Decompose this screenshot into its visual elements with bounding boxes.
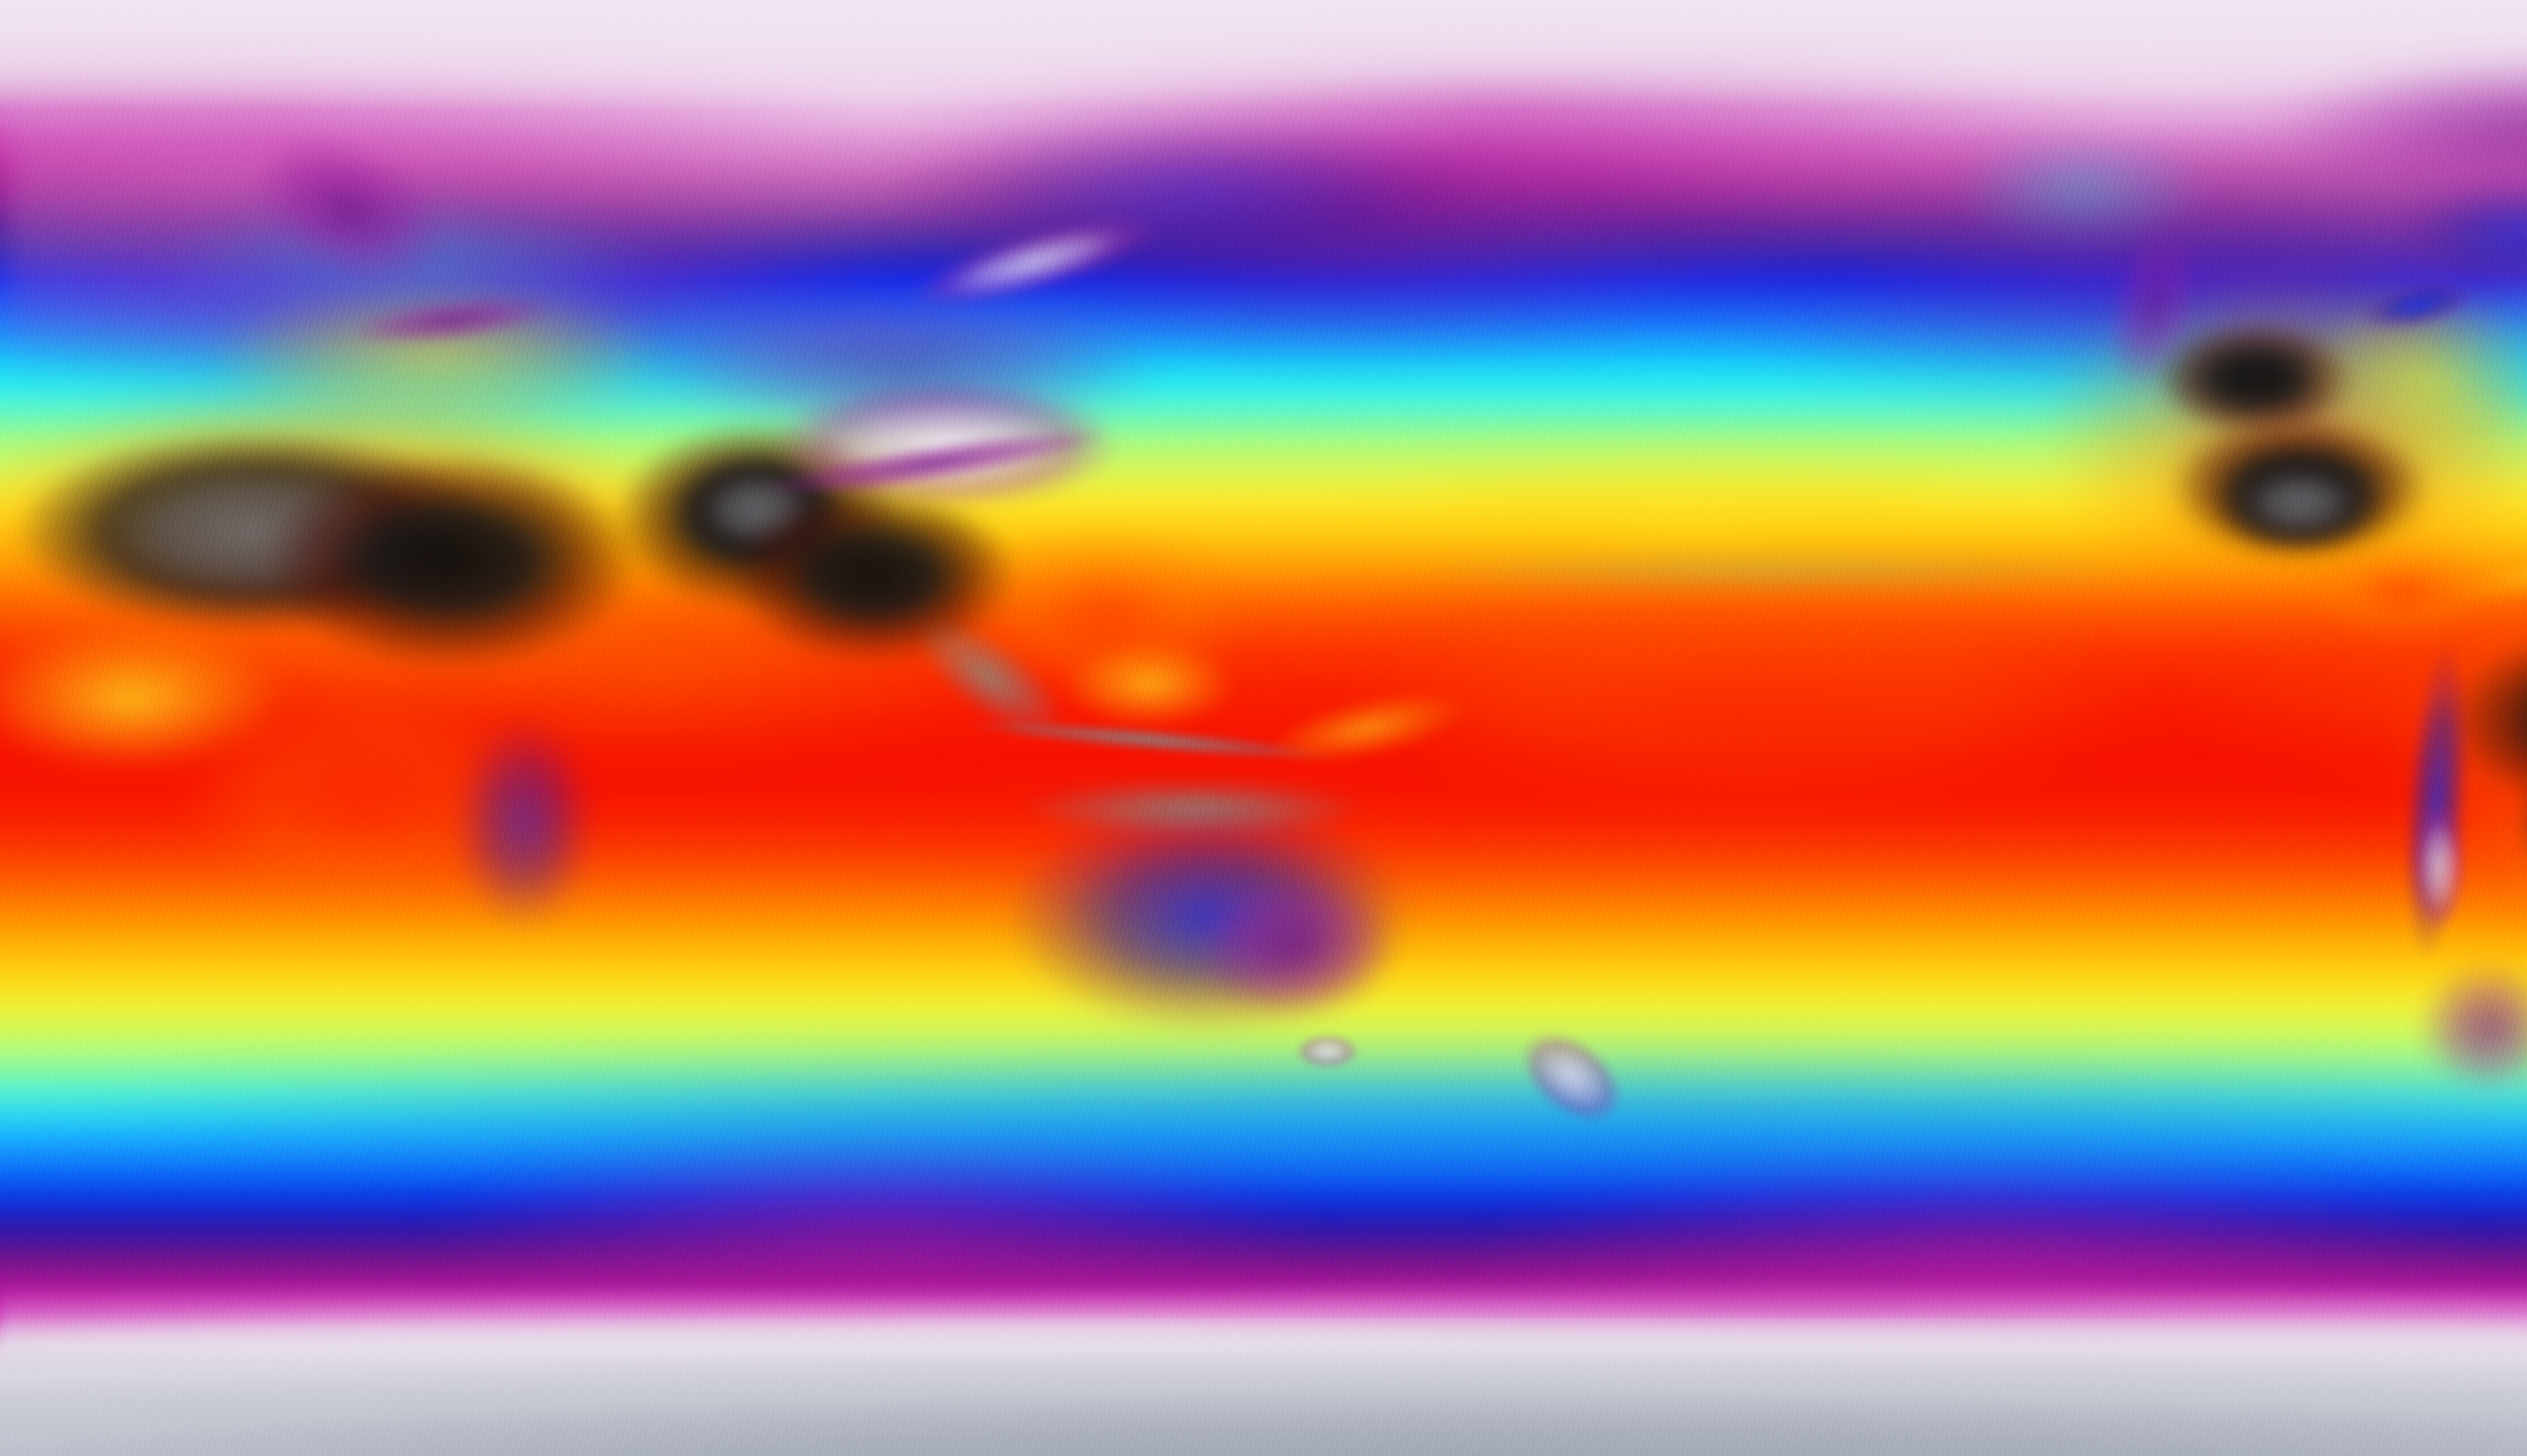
temperature-map-canvas: Global Surface Air Temperature [0, 0, 2527, 1456]
edge-softening-overlay [0, 0, 2527, 1456]
